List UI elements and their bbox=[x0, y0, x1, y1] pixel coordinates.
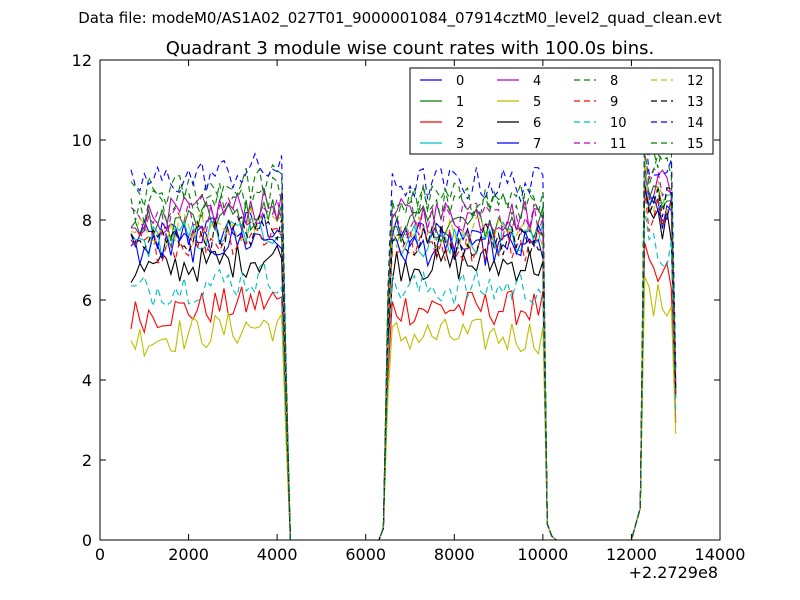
series-line-10 bbox=[130, 209, 677, 541]
x-tick-label: 8000 bbox=[434, 545, 475, 564]
series-line-6 bbox=[130, 184, 677, 541]
x-tick-label: 6000 bbox=[345, 545, 386, 564]
y-tick-label: 8 bbox=[82, 211, 92, 230]
legend-box bbox=[409, 67, 714, 155]
series-line-13 bbox=[130, 182, 677, 541]
legend-label-3: 3 bbox=[456, 137, 464, 152]
chart-title: Quadrant 3 module wise count rates with … bbox=[166, 38, 655, 59]
axis-ticks: 0 2000 4000 6000 8000 10000 12000 1400002468101… bbox=[72, 51, 746, 564]
legend-label-5: 5 bbox=[533, 95, 541, 110]
y-tick-label: 2 bbox=[82, 451, 92, 470]
x-tick-label: 0 bbox=[95, 545, 105, 564]
legend-label-7: 7 bbox=[533, 137, 541, 152]
legend-label-0: 0 bbox=[456, 74, 464, 89]
legend-label-1: 1 bbox=[456, 95, 464, 110]
plot-lines bbox=[130, 120, 677, 541]
series-line-9 bbox=[130, 188, 677, 541]
series-line-8 bbox=[130, 120, 677, 541]
y-tick-label: 12 bbox=[72, 51, 92, 70]
legend-label-10: 10 bbox=[610, 116, 627, 131]
y-tick-label: 0 bbox=[82, 531, 92, 550]
x-tick-label: 4000 bbox=[257, 545, 298, 564]
series-line-1 bbox=[130, 163, 677, 541]
series-line-2 bbox=[130, 242, 677, 541]
legend-label-8: 8 bbox=[610, 74, 618, 89]
legend-label-15: 15 bbox=[687, 137, 704, 152]
suptitle: Data file: modeM0/AS1A02_027T01_90000010… bbox=[78, 9, 722, 28]
legend-label-12: 12 bbox=[687, 74, 704, 89]
legend-label-4: 4 bbox=[533, 74, 541, 89]
series-line-12 bbox=[130, 157, 677, 541]
series-line-0 bbox=[130, 174, 677, 541]
legend-label-11: 11 bbox=[610, 137, 627, 152]
series-line-11 bbox=[130, 153, 677, 541]
x-offset-label: +2.2729e8 bbox=[629, 563, 718, 582]
legend-label-6: 6 bbox=[533, 116, 541, 131]
series-line-4 bbox=[130, 163, 677, 541]
legend-label-2: 2 bbox=[456, 116, 464, 131]
series-line-15 bbox=[130, 148, 677, 541]
x-tick-label: 12000 bbox=[606, 545, 657, 564]
series-line-5 bbox=[130, 276, 677, 541]
y-tick-label: 6 bbox=[82, 291, 92, 310]
x-tick-label: 14000 bbox=[695, 545, 746, 564]
legend-label-13: 13 bbox=[687, 95, 704, 110]
x-tick-label: 2000 bbox=[168, 545, 209, 564]
legend-label-14: 14 bbox=[687, 116, 704, 131]
y-tick-label: 4 bbox=[82, 371, 92, 390]
x-tick-label: 10000 bbox=[517, 545, 568, 564]
y-tick-label: 10 bbox=[72, 131, 92, 150]
legend-label-9: 9 bbox=[610, 95, 618, 110]
